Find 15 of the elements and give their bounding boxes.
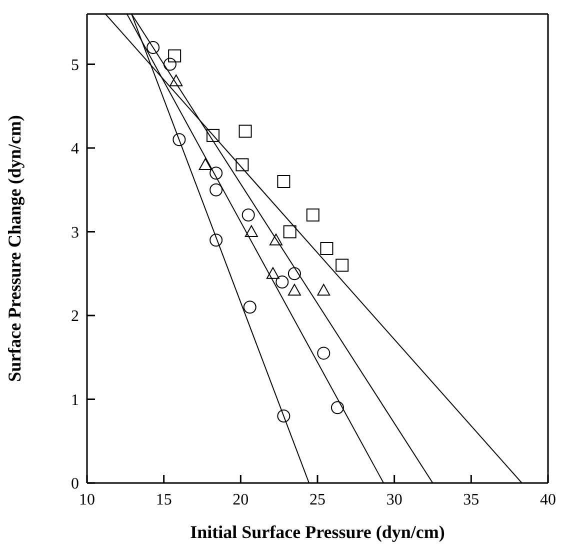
- y-axis-title: Surface Pressure Change (dyn/cm): [4, 115, 24, 382]
- x-tick-label: 30: [386, 491, 402, 508]
- y-tick-label: 0: [71, 476, 79, 493]
- x-tick-label: 10: [79, 491, 95, 508]
- x-tick-label: 15: [156, 491, 172, 508]
- x-tick-label: 20: [232, 491, 249, 508]
- y-tick-label: 2: [71, 308, 79, 326]
- x-tick-label: 25: [310, 491, 326, 508]
- x-axis-title: Initial Surface Pressure (dyn/cm): [190, 522, 445, 542]
- y-tick-label: 1: [71, 392, 79, 409]
- y-tick-label: 4: [71, 140, 79, 158]
- x-tick-label: 35: [463, 491, 480, 508]
- y-tick-label: 3: [71, 224, 79, 242]
- x-tick-label: 40: [540, 491, 556, 508]
- y-tick-label: 5: [71, 56, 79, 74]
